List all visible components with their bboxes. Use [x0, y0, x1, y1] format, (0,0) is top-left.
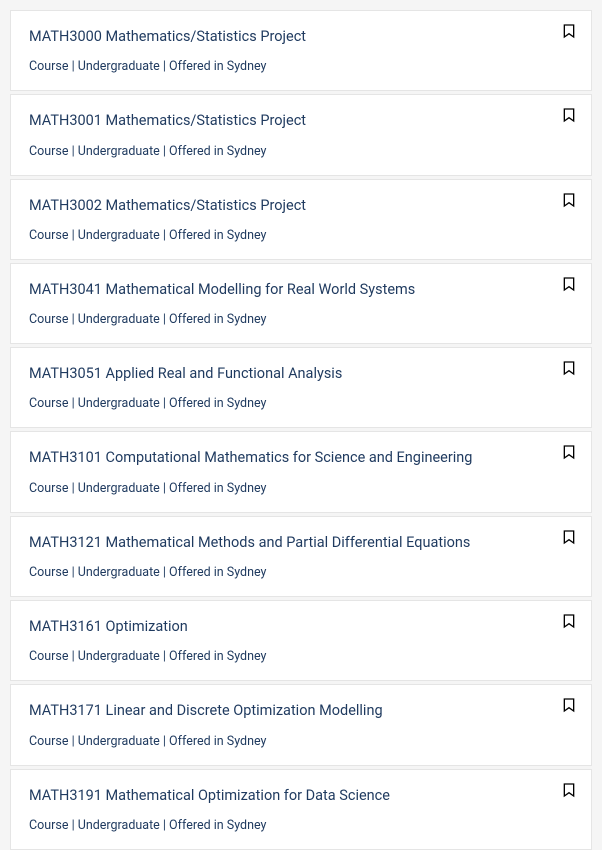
course-title: MATH3051 Applied Real and Functional Ana… [29, 364, 573, 384]
course-card[interactable]: MATH3051 Applied Real and Functional Ana… [10, 347, 592, 428]
course-title: MATH3002 Mathematics/Statistics Project [29, 196, 573, 216]
course-title: MATH3161 Optimization [29, 617, 573, 637]
course-title: MATH3000 Mathematics/Statistics Project [29, 27, 573, 47]
bookmark-icon[interactable] [561, 444, 577, 460]
course-title: MATH3191 Mathematical Optimization for D… [29, 786, 573, 806]
bookmark-icon[interactable] [561, 192, 577, 208]
course-card[interactable]: MATH3001 Mathematics/Statistics Project … [10, 94, 592, 175]
course-list: MATH3000 Mathematics/Statistics Project … [10, 10, 592, 850]
course-title: MATH3041 Mathematical Modelling for Real… [29, 280, 573, 300]
course-meta: Course | Undergraduate | Offered in Sydn… [29, 59, 573, 74]
course-meta: Course | Undergraduate | Offered in Sydn… [29, 818, 573, 833]
course-card[interactable]: MATH3101 Computational Mathematics for S… [10, 431, 592, 512]
bookmark-icon[interactable] [561, 360, 577, 376]
course-card[interactable]: MATH3002 Mathematics/Statistics Project … [10, 179, 592, 260]
course-meta: Course | Undergraduate | Offered in Sydn… [29, 396, 573, 411]
course-meta: Course | Undergraduate | Offered in Sydn… [29, 312, 573, 327]
course-card[interactable]: MATH3041 Mathematical Modelling for Real… [10, 263, 592, 344]
bookmark-icon[interactable] [561, 529, 577, 545]
bookmark-icon[interactable] [561, 107, 577, 123]
course-meta: Course | Undergraduate | Offered in Sydn… [29, 481, 573, 496]
course-meta: Course | Undergraduate | Offered in Sydn… [29, 565, 573, 580]
course-title: MATH3001 Mathematics/Statistics Project [29, 111, 573, 131]
course-card[interactable]: MATH3000 Mathematics/Statistics Project … [10, 10, 592, 91]
bookmark-icon[interactable] [561, 276, 577, 292]
bookmark-icon[interactable] [561, 697, 577, 713]
course-title: MATH3121 Mathematical Methods and Partia… [29, 533, 573, 553]
bookmark-icon[interactable] [561, 23, 577, 39]
course-meta: Course | Undergraduate | Offered in Sydn… [29, 228, 573, 243]
bookmark-icon[interactable] [561, 782, 577, 798]
course-title: MATH3101 Computational Mathematics for S… [29, 448, 573, 468]
course-card[interactable]: MATH3171 Linear and Discrete Optimizatio… [10, 684, 592, 765]
course-meta: Course | Undergraduate | Offered in Sydn… [29, 649, 573, 664]
course-meta: Course | Undergraduate | Offered in Sydn… [29, 144, 573, 159]
course-meta: Course | Undergraduate | Offered in Sydn… [29, 734, 573, 749]
course-card[interactable]: MATH3191 Mathematical Optimization for D… [10, 769, 592, 850]
course-title: MATH3171 Linear and Discrete Optimizatio… [29, 701, 573, 721]
course-card[interactable]: MATH3161 Optimization Course | Undergrad… [10, 600, 592, 681]
course-card[interactable]: MATH3121 Mathematical Methods and Partia… [10, 516, 592, 597]
bookmark-icon[interactable] [561, 613, 577, 629]
